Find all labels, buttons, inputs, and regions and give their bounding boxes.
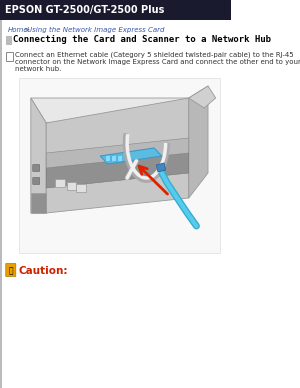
FancyBboxPatch shape: [6, 36, 11, 44]
FancyBboxPatch shape: [33, 177, 40, 185]
Polygon shape: [31, 98, 46, 213]
Polygon shape: [106, 155, 110, 162]
Polygon shape: [46, 153, 189, 188]
FancyBboxPatch shape: [6, 52, 13, 61]
FancyBboxPatch shape: [6, 263, 16, 277]
Polygon shape: [46, 138, 189, 168]
Polygon shape: [112, 155, 116, 162]
Text: network hub.: network hub.: [15, 66, 62, 72]
Polygon shape: [118, 155, 122, 162]
FancyBboxPatch shape: [0, 20, 2, 388]
Text: Connect an Ethernet cable (Category 5 shielded twisted-pair cable) to the RJ-45: Connect an Ethernet cable (Category 5 sh…: [15, 52, 294, 58]
Text: 🔒: 🔒: [8, 266, 13, 275]
Polygon shape: [189, 86, 216, 108]
FancyBboxPatch shape: [33, 165, 40, 171]
FancyBboxPatch shape: [19, 78, 220, 253]
Polygon shape: [31, 98, 204, 123]
Text: Caution:: Caution:: [19, 265, 68, 275]
Text: connector on the Network Image Express Card and connect the other end to your: connector on the Network Image Express C…: [15, 59, 300, 65]
FancyBboxPatch shape: [0, 0, 231, 20]
Text: Using the Network Image Express Card: Using the Network Image Express Card: [27, 27, 164, 33]
Text: Connecting the Card and Scanner to a Network Hub: Connecting the Card and Scanner to a Net…: [13, 35, 271, 45]
Text: >: >: [22, 27, 34, 33]
Polygon shape: [31, 193, 46, 213]
Text: 1: 1: [7, 52, 12, 61]
Polygon shape: [56, 179, 65, 187]
Polygon shape: [189, 86, 208, 198]
Text: Home: Home: [8, 27, 28, 33]
Polygon shape: [67, 182, 76, 190]
Polygon shape: [46, 98, 189, 213]
Polygon shape: [76, 184, 86, 192]
Polygon shape: [156, 163, 166, 172]
Polygon shape: [100, 148, 162, 164]
Text: EPSON GT-2500/GT-2500 Plus: EPSON GT-2500/GT-2500 Plus: [5, 5, 165, 15]
